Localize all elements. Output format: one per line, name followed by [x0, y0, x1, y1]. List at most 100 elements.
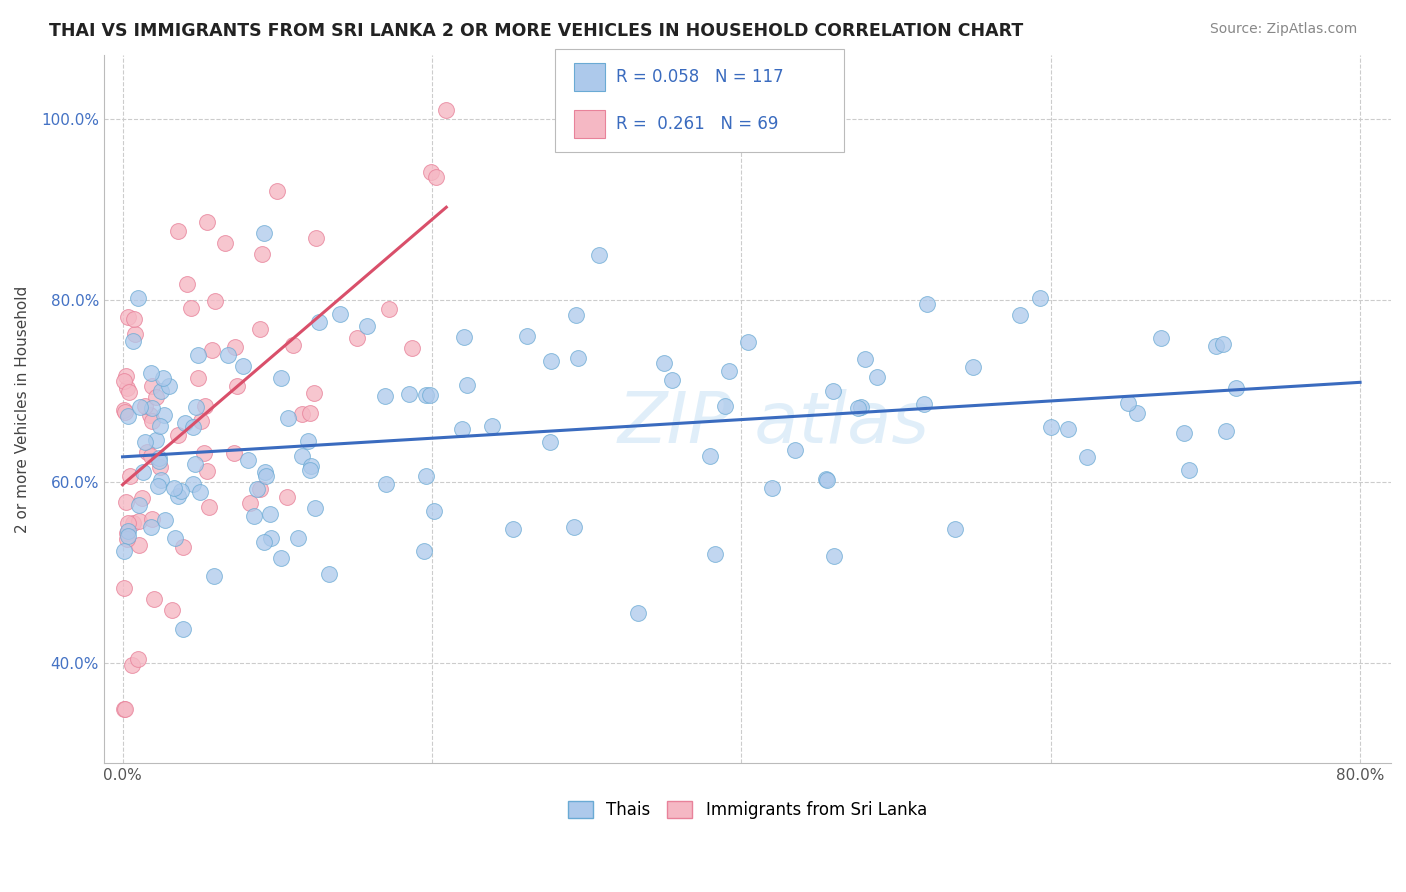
Point [453, 330, 475, 344]
Point [118, 384, 141, 399]
Point [481, 418, 503, 433]
Point [249, 322, 271, 336]
Point [737, 334, 759, 349]
Point [157, 379, 180, 393]
Point [704, 547, 727, 561]
Point [117, 381, 139, 395]
Point [815, 472, 838, 486]
Point [538, 434, 561, 449]
Point [187, 347, 209, 361]
Point [153, 409, 176, 423]
Point [112, 403, 135, 417]
Point [1039, 420, 1062, 434]
Point [423, 504, 446, 518]
Point [204, 294, 226, 309]
Point [121, 657, 143, 672]
Point [127, 652, 149, 666]
Point [194, 399, 217, 413]
Point [761, 482, 783, 496]
Point [141, 413, 163, 427]
Point [217, 348, 239, 362]
Point [565, 308, 588, 322]
Point [128, 514, 150, 528]
Point [346, 331, 368, 345]
Point [150, 474, 173, 488]
Point [302, 385, 325, 400]
Point [127, 291, 149, 305]
Point [1126, 406, 1149, 420]
Point [413, 543, 436, 558]
Point [148, 451, 170, 466]
Point [866, 370, 889, 384]
Point [1215, 424, 1237, 438]
Point [121, 516, 143, 530]
Text: R = 0.058   N = 117: R = 0.058 N = 117 [616, 68, 783, 87]
Point [401, 341, 423, 355]
Point [172, 540, 194, 554]
Text: Source: ZipAtlas.com: Source: ZipAtlas.com [1209, 22, 1357, 37]
Point [149, 419, 172, 434]
Point [163, 481, 186, 495]
Point [297, 434, 319, 448]
Point [134, 435, 156, 450]
Point [962, 360, 984, 375]
Point [260, 532, 283, 546]
Point [456, 377, 478, 392]
Point [398, 386, 420, 401]
Point [139, 367, 162, 381]
Point [181, 476, 204, 491]
Point [562, 520, 585, 534]
Point [232, 359, 254, 373]
Point [172, 622, 194, 636]
Point [1057, 422, 1080, 436]
Point [254, 468, 277, 483]
Point [661, 373, 683, 387]
Point [291, 408, 314, 422]
Legend: Thais, Immigrants from Sri Lanka: Thais, Immigrants from Sri Lanka [561, 794, 934, 826]
Point [699, 449, 721, 463]
Point [129, 401, 152, 415]
Point [120, 469, 142, 483]
Text: R =  0.261   N = 69: R = 0.261 N = 69 [616, 115, 778, 133]
Point [142, 591, 165, 606]
Point [785, 442, 807, 457]
Point [152, 371, 174, 385]
Point [122, 312, 145, 326]
Point [180, 301, 202, 315]
Point [252, 247, 274, 261]
Point [567, 351, 589, 366]
Point [259, 507, 281, 521]
Point [1116, 396, 1139, 410]
Point [188, 485, 211, 500]
Point [135, 445, 157, 459]
Point [516, 328, 538, 343]
Point [202, 569, 225, 583]
Point [1178, 463, 1201, 477]
Point [281, 338, 304, 352]
Point [652, 356, 675, 370]
Point [246, 483, 269, 497]
Point [1008, 309, 1031, 323]
Point [167, 489, 190, 503]
Point [141, 511, 163, 525]
Point [254, 466, 277, 480]
Point [253, 534, 276, 549]
Point [117, 529, 139, 543]
Point [276, 490, 298, 504]
Point [249, 482, 271, 496]
Point [434, 103, 457, 117]
Point [243, 509, 266, 524]
Point [1076, 450, 1098, 464]
Point [287, 532, 309, 546]
Point [115, 526, 138, 541]
Point [378, 301, 401, 316]
Point [197, 500, 219, 515]
Point [912, 397, 935, 411]
Point [187, 370, 209, 384]
Point [195, 215, 218, 229]
Point [1205, 339, 1227, 353]
Point [115, 532, 138, 546]
Point [124, 326, 146, 341]
Point [148, 454, 170, 468]
Point [184, 400, 207, 414]
